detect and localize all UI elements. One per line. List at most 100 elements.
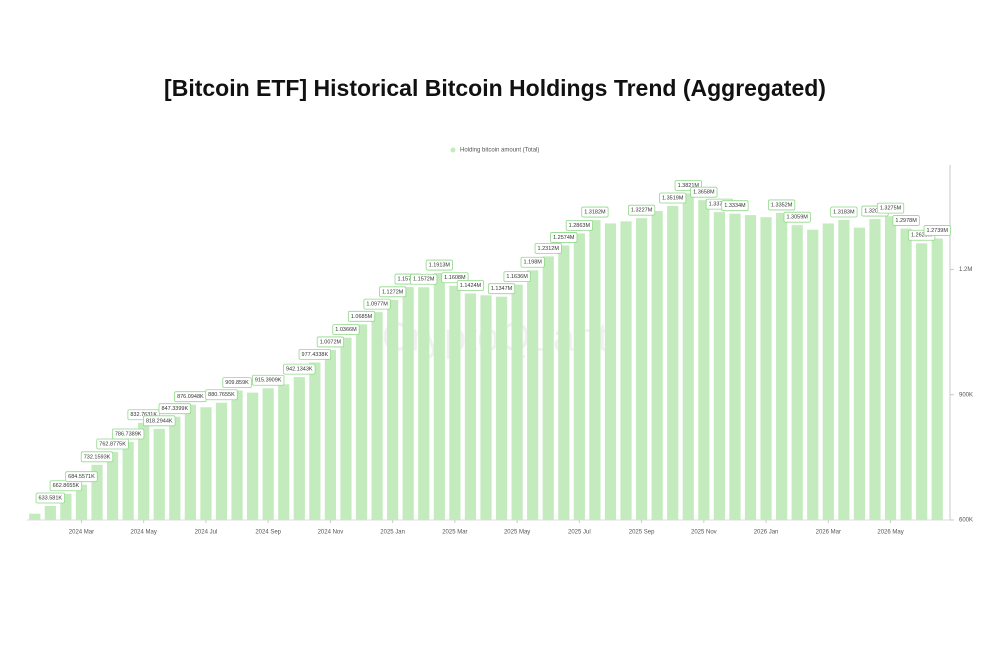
bar xyxy=(916,243,928,520)
data-label: 1.3275M xyxy=(880,206,902,212)
bar xyxy=(278,384,290,520)
x-tick-label: 2024 Sep xyxy=(255,530,281,536)
bar xyxy=(604,223,617,520)
data-label: 1.0366M xyxy=(335,327,357,333)
data-label-box xyxy=(363,298,391,310)
data-label-box xyxy=(892,215,920,226)
x-tick-label: 2026 Jan xyxy=(754,530,779,536)
data-label: 1.3334M xyxy=(724,203,746,209)
data-label: 1.0977M xyxy=(366,302,388,308)
data-label-box xyxy=(690,186,718,198)
data-label-box xyxy=(283,363,316,375)
data-label-box xyxy=(456,280,485,291)
data-label-box xyxy=(830,206,858,218)
bar xyxy=(807,229,819,520)
data-label-box xyxy=(65,471,98,483)
data-label-box xyxy=(876,202,905,214)
data-label: 909.859K xyxy=(225,380,249,386)
data-label: 942.1343K xyxy=(286,367,313,373)
data-label: 1.198M xyxy=(523,260,542,266)
bar xyxy=(433,273,445,520)
data-label-box xyxy=(659,192,687,204)
bar xyxy=(60,493,72,520)
data-label-box xyxy=(581,206,609,218)
data-label-box xyxy=(205,389,238,401)
bar xyxy=(293,377,305,520)
data-label: 1.0685M xyxy=(351,314,373,320)
bar xyxy=(682,193,694,521)
bar xyxy=(869,219,881,520)
bar xyxy=(667,205,679,520)
bar xyxy=(760,217,772,521)
bar xyxy=(511,284,523,520)
data-label-box xyxy=(768,199,796,211)
bar xyxy=(418,287,430,520)
chart-title: [Bitcoin ETF] Historical Bitcoin Holding… xyxy=(164,75,826,101)
y-tick-label: 1.2M xyxy=(959,267,972,273)
bar xyxy=(729,213,741,521)
data-label: 1.2312M xyxy=(538,246,560,252)
data-label: 880.7655K xyxy=(208,392,235,398)
data-label: 1.1347M xyxy=(491,286,513,292)
data-label: 1.3821M xyxy=(678,183,700,189)
data-label-box xyxy=(534,242,562,254)
data-label: 1.3658M xyxy=(693,190,715,196)
bar xyxy=(495,296,508,520)
bar xyxy=(340,337,352,520)
data-label-box xyxy=(158,403,192,415)
data-label: 1.1424M xyxy=(460,283,482,289)
x-tick-label: 2025 May xyxy=(504,530,530,536)
bar xyxy=(138,422,150,520)
bar xyxy=(931,238,943,520)
x-tick-label: 2025 Jan xyxy=(380,530,405,536)
data-label-box xyxy=(721,200,749,212)
bar xyxy=(900,228,912,520)
data-label-box xyxy=(923,225,951,236)
data-label-box xyxy=(410,273,438,285)
data-label: 684.5571K xyxy=(68,474,95,480)
data-label: 1.2863M xyxy=(569,223,591,229)
data-label: 1.2978M xyxy=(895,218,917,224)
bar xyxy=(620,221,632,520)
data-label: 832.7631K xyxy=(130,412,157,418)
bar xyxy=(853,227,866,520)
bar xyxy=(558,245,570,520)
data-label: 1.3371M xyxy=(709,202,731,208)
data-label-box xyxy=(379,286,407,298)
x-tick-label: 2025 Jul xyxy=(568,530,591,536)
bar xyxy=(231,390,243,520)
data-label: 876.0948K xyxy=(177,394,204,400)
x-tick-label: 2024 Nov xyxy=(318,530,344,536)
bar xyxy=(884,216,897,521)
data-label-box xyxy=(222,377,252,388)
data-label: 1.1913M xyxy=(429,262,451,268)
x-tick-label: 2026 May xyxy=(877,530,903,536)
data-label: 662.8655K xyxy=(53,483,80,489)
data-label: 1.2626M xyxy=(911,233,933,239)
y-tick-label: 900K xyxy=(959,392,973,398)
data-label-box xyxy=(143,415,176,427)
data-label: 1.2739M xyxy=(927,228,949,234)
bar xyxy=(106,451,119,520)
legend-marker xyxy=(450,147,456,153)
bar xyxy=(791,225,803,521)
data-label: 1.3059M xyxy=(786,215,808,221)
data-label: 818.2944K xyxy=(146,418,173,424)
data-label: 633.581K xyxy=(39,495,63,501)
y-tick-label: 600K xyxy=(959,518,973,524)
data-label: 1.3182M xyxy=(584,209,606,215)
bar xyxy=(215,402,228,520)
bar xyxy=(744,215,757,520)
bar xyxy=(589,220,601,520)
data-label: 732.1593K xyxy=(84,454,111,460)
bar xyxy=(355,324,368,520)
bar xyxy=(542,256,554,520)
bar xyxy=(44,505,56,520)
data-label-box xyxy=(80,451,114,463)
data-label: 1.3183M xyxy=(833,209,855,215)
data-label-box xyxy=(251,374,285,386)
data-label: 1.1272M xyxy=(382,289,404,295)
data-label: 1.1572M xyxy=(413,277,435,283)
data-label-box xyxy=(298,348,332,360)
data-label: 977.4338K xyxy=(302,352,329,358)
